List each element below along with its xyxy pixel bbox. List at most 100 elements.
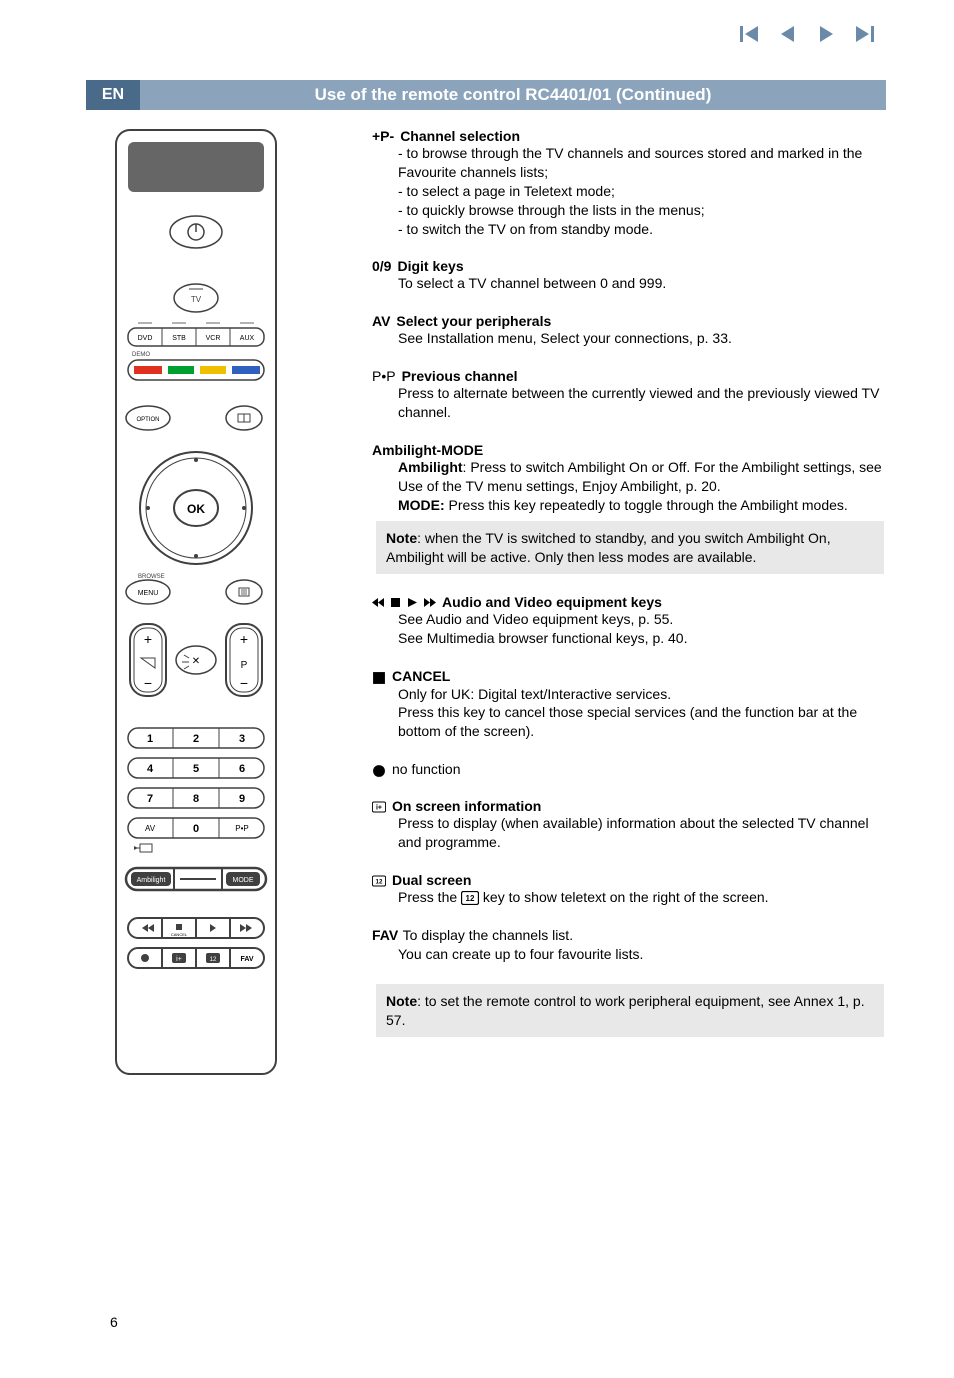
- svg-text:P: P: [241, 660, 248, 671]
- av-equipment-section: Audio and Video equipment keys See Audio…: [372, 594, 884, 648]
- fav-b2: You can create up to four favourite list…: [372, 945, 884, 964]
- page-number: 6: [110, 1314, 118, 1330]
- svg-text:+: +: [240, 631, 248, 647]
- avkeys-b1: See Audio and Video equipment keys, p. 5…: [398, 610, 884, 629]
- ambi-note-text: : when the TV is switched to standby, an…: [386, 530, 831, 565]
- nav-prev-icon[interactable]: [778, 24, 798, 49]
- svg-text:FAV: FAV: [240, 956, 253, 963]
- svg-text:5: 5: [193, 763, 199, 775]
- ambi-b1: : Press to switch Ambilight On or Off. F…: [398, 459, 882, 494]
- cancel-title: CANCEL: [392, 668, 450, 684]
- header-bar: EN Use of the remote control RC4401/01 (…: [86, 80, 886, 110]
- svg-text:DEMO: DEMO: [132, 352, 150, 358]
- svg-text:6: 6: [239, 763, 245, 775]
- ambi-b2-bold: MODE:: [398, 497, 445, 513]
- dual-title: Dual screen: [392, 872, 471, 888]
- nav-first-icon[interactable]: [740, 24, 760, 49]
- digit-keys-section: 0/9 Digit keys To select a TV channel be…: [372, 258, 884, 293]
- svg-text:AUX: AUX: [240, 335, 255, 342]
- osi-title: On screen information: [392, 798, 541, 814]
- content-column: +P- Channel selection - to browse throug…: [372, 128, 884, 1043]
- ambi-note-bold: Note: [386, 530, 417, 546]
- top-nav: [740, 24, 874, 49]
- page-title: Use of the remote control RC4401/01 (Con…: [140, 80, 886, 110]
- svg-text:MENU: MENU: [138, 590, 159, 597]
- svg-text:OK: OK: [187, 502, 205, 516]
- svg-text:+: +: [144, 631, 152, 647]
- media-keys-icon: [372, 596, 436, 609]
- nav-last-icon[interactable]: [854, 24, 874, 49]
- ambi-b1-bold: Ambilight: [398, 459, 463, 475]
- dual-section: 12 Dual screen Press the 12 key to show …: [372, 872, 884, 907]
- ambi-b2: Press this key repeatedly to toggle thro…: [445, 497, 848, 513]
- svg-text:TV: TV: [191, 295, 202, 304]
- svg-text:P•P: P•P: [235, 824, 248, 833]
- prev-channel-section: P•P Previous channel Press to alternate …: [372, 368, 884, 422]
- svg-text:i+: i+: [376, 804, 382, 811]
- header-lang: EN: [86, 80, 140, 110]
- digit-prefix: 0/9: [372, 258, 391, 274]
- nav-next-icon[interactable]: [816, 24, 836, 49]
- cancel-body: Only for UK: Digital text/Interactive se…: [372, 685, 884, 742]
- svg-text:AV: AV: [145, 824, 156, 833]
- digit-title: Digit keys: [397, 258, 463, 274]
- svg-text:9: 9: [239, 793, 245, 805]
- ambi-title: Ambilight-MODE: [372, 442, 884, 458]
- avkeys-title: Audio and Video equipment keys: [442, 594, 662, 610]
- svg-text:3: 3: [239, 733, 245, 745]
- dual-screen-icon: 12: [372, 872, 386, 888]
- svg-text:−: −: [144, 675, 152, 691]
- svg-text:12: 12: [210, 957, 217, 963]
- svg-text:STB: STB: [172, 335, 186, 342]
- svg-text:VCR: VCR: [206, 335, 221, 342]
- svg-text:CANCEL: CANCEL: [171, 932, 188, 937]
- svg-text:2: 2: [193, 733, 199, 745]
- ambilight-section: Ambilight-MODE Ambilight: Press to switc…: [372, 442, 884, 574]
- av-body: See Installation menu, Select your conne…: [372, 329, 884, 348]
- svg-text:0: 0: [193, 823, 199, 835]
- dual-pre: Press the: [398, 889, 461, 905]
- svg-text:BROWSE: BROWSE: [138, 574, 165, 580]
- svg-text:8: 8: [193, 793, 199, 805]
- final-note: Note: to set the remote control to work …: [376, 984, 884, 1038]
- fav-b1: To display the channels list.: [403, 927, 573, 943]
- channel-l3: - to quickly browse through the lists in…: [398, 201, 884, 220]
- svg-text:✕: ✕: [192, 656, 200, 667]
- svg-text:12: 12: [376, 878, 383, 885]
- svg-text:DVD: DVD: [138, 335, 153, 342]
- av-title: Select your peripherals: [396, 313, 551, 329]
- record-icon: [372, 761, 386, 777]
- channel-l4: - to switch the TV on from standby mode.: [398, 220, 884, 239]
- channel-l2: - to select a page in Teletext mode;: [398, 182, 884, 201]
- channel-title: Channel selection: [400, 128, 520, 144]
- nofunc-section: no function: [372, 761, 884, 777]
- svg-text:i+: i+: [176, 956, 182, 963]
- svg-text:OPTION: OPTION: [136, 417, 159, 423]
- cancel-section: CANCEL Only for UK: Digital text/Interac…: [372, 668, 884, 741]
- remote-illustration: TV DVD STB VCR AUX DEMO OPTION OK: [114, 128, 278, 1076]
- av-section: AV Select your peripherals See Installat…: [372, 313, 884, 348]
- dual-post: key to show teletext on the right of the…: [483, 889, 769, 905]
- stop-icon: [372, 668, 386, 684]
- fav-prefix: FAV: [372, 927, 398, 943]
- channel-l1: - to browse through the TV channels and …: [398, 144, 884, 182]
- osi-body: Press to display (when available) inform…: [372, 814, 884, 852]
- ambi-note: Note: when the TV is switched to standby…: [376, 521, 884, 575]
- svg-text:12: 12: [466, 894, 475, 903]
- dual-screen-icon-inline: 12: [461, 889, 479, 905]
- prev-body: Press to alternate between the currently…: [372, 384, 884, 422]
- prev-icon: P•P: [372, 368, 396, 384]
- svg-text:7: 7: [147, 793, 153, 805]
- svg-text:4: 4: [147, 763, 154, 775]
- svg-text:MODE: MODE: [233, 877, 254, 884]
- avkeys-b2: See Multimedia browser functional keys, …: [398, 629, 884, 648]
- info-icon: i+: [372, 798, 386, 814]
- channel-prefix: +P-: [372, 128, 394, 144]
- av-prefix: AV: [372, 313, 390, 329]
- osi-section: i+ On screen information Press to displa…: [372, 798, 884, 852]
- prev-title: Previous channel: [402, 368, 518, 384]
- finalnote-text: : to set the remote control to work peri…: [386, 993, 865, 1028]
- svg-text:Ambilight: Ambilight: [137, 877, 166, 884]
- channel-selection-section: +P- Channel selection - to browse throug…: [372, 128, 884, 238]
- dual-body: Press the 12 key to show teletext on the…: [372, 888, 884, 907]
